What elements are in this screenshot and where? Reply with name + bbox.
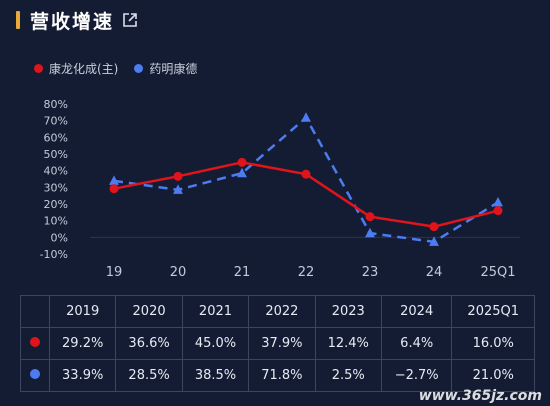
y-tick-label: 30% [44,181,68,194]
data-point-wuxi [237,167,247,178]
y-tick-label: 80% [44,98,68,111]
table-cell: 29.2% [48,327,117,360]
y-tick-label: 40% [44,165,68,178]
legend-dot-wuxi [134,64,144,73]
row-dot-kanglong [30,337,40,347]
table-header-cell: 2023 [314,295,382,328]
x-tick-label: 25Q1 [480,265,515,280]
data-point-kanglong [429,222,439,232]
table-cell: 71.8% [248,359,316,392]
data-point-wuxi [301,112,311,122]
table-cell: 21.0% [451,359,535,392]
data-point-kanglong [365,212,375,222]
y-tick-label: 10% [44,215,68,228]
y-tick-label: 60% [44,131,68,144]
legend-item-wuxi[interactable]: 药明康德 [134,60,197,77]
table-header-cell: 2019 [48,295,117,328]
row-marker-cell [20,327,50,360]
table-cell: 33.9% [48,359,117,392]
y-tick-label: 50% [44,148,68,161]
x-tick-label: 19 [106,265,123,280]
row-dot-wuxi [30,369,40,379]
table-cell: 6.4% [380,327,453,360]
table-cell: 38.5% [181,359,250,392]
data-point-kanglong [173,171,183,181]
table-cell: 36.6% [115,327,183,360]
table-header-cell: 2020 [115,295,183,328]
watermark: www.365jz.com [418,388,542,404]
growth-data-table: 2019 2020 2021 2022 2023 2024 2025Q1 29.… [20,295,535,392]
table-header-cell: 2022 [248,295,316,328]
data-point-wuxi [429,236,439,246]
x-tick-label: 21 [234,265,251,280]
row-marker-cell [20,359,50,392]
table-cell: 12.4% [314,327,382,360]
table-header-empty [20,295,50,328]
table-header-cell: 2021 [181,295,250,328]
legend-label-kanglong: 康龙化成(主) [49,62,119,76]
legend-item-kanglong[interactable]: 康龙化成(主) [34,60,118,77]
table-row: 29.2% 36.6% 45.0% 37.9% 12.4% 6.4% 16.0% [20,327,535,360]
data-point-wuxi [173,184,183,194]
x-tick-label: 20 [170,265,187,280]
table-cell: 45.0% [181,327,250,360]
table-cell: 16.0% [451,327,535,360]
y-tick-label: -10% [40,248,68,261]
series-line-wuxi [113,116,499,244]
table-header-row: 2019 2020 2021 2022 2023 2024 2025Q1 [20,295,535,328]
data-point-kanglong [237,157,247,167]
page-title: 营收增速 [30,10,115,33]
y-tick-label: 0% [51,231,68,244]
title-bar: 营收增速 [16,8,138,33]
y-tick-label: 20% [44,198,68,211]
x-tick-label: 23 [362,265,379,280]
table-cell: 2.5% [314,359,382,392]
data-point-wuxi [365,227,375,238]
x-tick-label: 22 [298,265,315,280]
table-cell: 37.9% [248,327,316,360]
data-point-wuxi [109,175,119,185]
y-tick-label: 70% [44,115,68,128]
revenue-growth-line-chart: 80% 70% 60% 50% 40% 30% 20% 10% 0% -10% 19 20 21 22 23… [40,98,520,280]
table-cell: 28.5% [115,359,183,392]
table-header-cell: 2025Q1 [451,295,535,328]
data-point-wuxi [493,196,503,207]
title-accent-bar [16,11,20,29]
legend-label-wuxi: 药明康德 [149,62,198,76]
table-cell: −2.7% [380,359,453,392]
data-point-kanglong [109,184,119,194]
chart-legend: 康龙化成(主) 药明康德 [34,60,213,77]
table-header-cell: 2024 [380,295,453,328]
external-link-icon[interactable] [122,12,138,28]
x-tick-label: 24 [426,265,443,280]
data-point-kanglong [493,206,503,216]
legend-dot-kanglong [34,64,43,73]
data-point-kanglong [301,169,311,179]
table-row: 33.9% 28.5% 38.5% 71.8% 2.5% −2.7% 21.0% [20,359,535,392]
